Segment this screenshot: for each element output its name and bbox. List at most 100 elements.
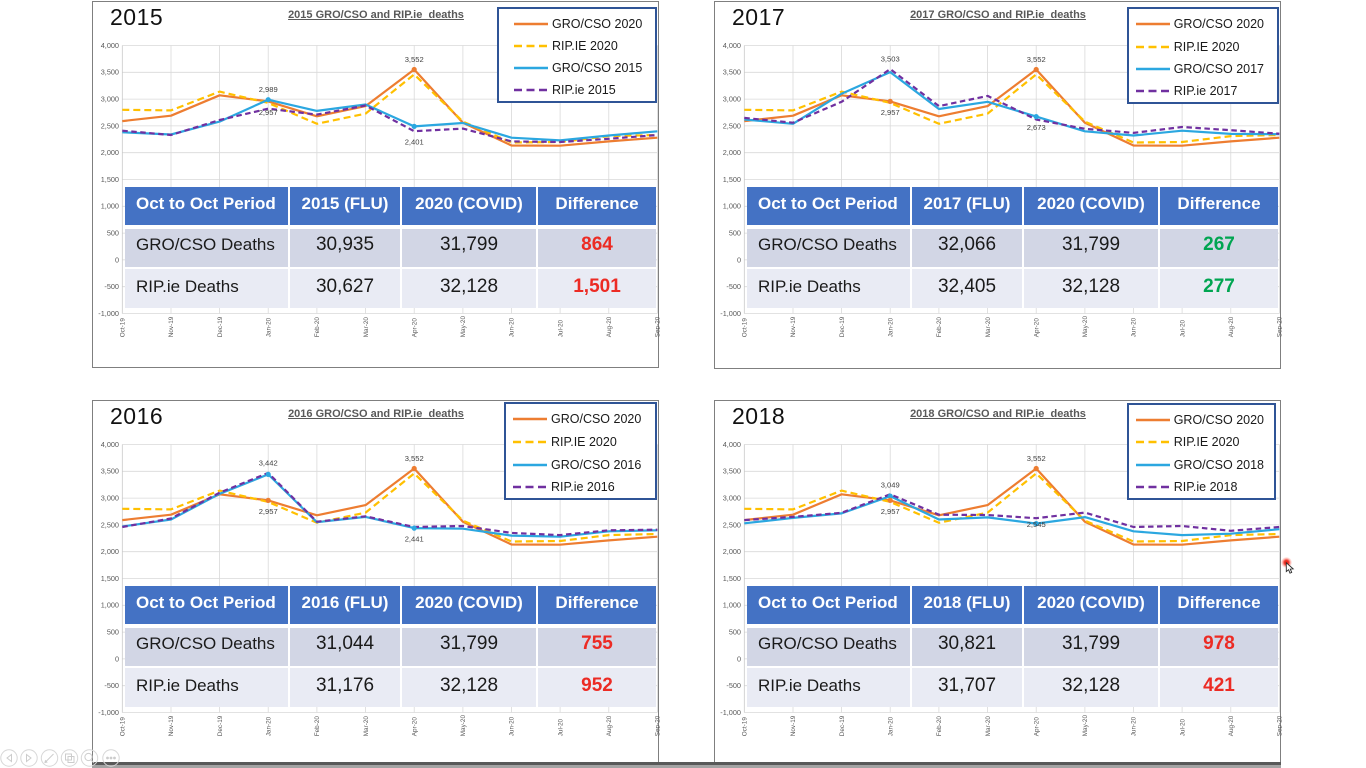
- svg-text:Jan-20: Jan-20: [887, 716, 894, 736]
- svg-text:Feb-20: Feb-20: [936, 317, 943, 338]
- svg-text:2,545: 2,545: [1027, 520, 1046, 529]
- svg-text:Oct-19: Oct-19: [120, 318, 127, 338]
- svg-text:Feb-20: Feb-20: [314, 317, 321, 338]
- svg-text:1,500: 1,500: [101, 574, 119, 583]
- svg-text:Nov-19: Nov-19: [790, 316, 797, 337]
- svg-text:May-20: May-20: [460, 316, 467, 338]
- svg-text:-1,000: -1,000: [98, 309, 119, 318]
- svg-text:2,957: 2,957: [881, 108, 900, 117]
- svg-text:2,000: 2,000: [723, 547, 741, 556]
- svg-text:1,000: 1,000: [101, 202, 119, 211]
- svg-text:Jan-20: Jan-20: [265, 317, 272, 337]
- svg-text:Apr-20: Apr-20: [411, 717, 418, 737]
- svg-text:Nov-19: Nov-19: [168, 316, 175, 337]
- svg-text:500: 500: [729, 628, 741, 637]
- svg-text:1,500: 1,500: [101, 175, 119, 184]
- svg-text:0: 0: [115, 255, 119, 264]
- svg-text:Nov-19: Nov-19: [790, 715, 797, 736]
- svg-text:2,989: 2,989: [259, 85, 278, 94]
- svg-text:Jul-20: Jul-20: [557, 319, 564, 337]
- svg-text:Jan-20: Jan-20: [887, 317, 894, 337]
- svg-text:Mar-20: Mar-20: [985, 317, 992, 338]
- svg-text:Dec-19: Dec-19: [839, 316, 846, 337]
- svg-text:-1,000: -1,000: [720, 309, 741, 318]
- svg-text:2,000: 2,000: [101, 547, 119, 556]
- svg-text:4,000: 4,000: [101, 440, 119, 449]
- svg-text:Apr-20: Apr-20: [1033, 318, 1040, 338]
- svg-text:500: 500: [107, 628, 119, 637]
- svg-text:2,000: 2,000: [101, 148, 119, 157]
- svg-text:2,000: 2,000: [723, 148, 741, 157]
- svg-text:4,000: 4,000: [723, 41, 741, 50]
- svg-text:Jul-20: Jul-20: [1179, 718, 1186, 736]
- svg-text:-500: -500: [726, 282, 741, 291]
- svg-text:3,049: 3,049: [881, 480, 900, 489]
- svg-text:Apr-20: Apr-20: [411, 318, 418, 338]
- svg-text:2,957: 2,957: [259, 507, 278, 516]
- svg-text:Aug-20: Aug-20: [1228, 715, 1235, 736]
- svg-text:Jun-20: Jun-20: [1131, 716, 1138, 736]
- svg-text:Sep-20: Sep-20: [655, 715, 660, 736]
- svg-text:Oct-19: Oct-19: [742, 717, 749, 737]
- svg-text:3,500: 3,500: [723, 467, 741, 476]
- svg-text:3,000: 3,000: [723, 95, 741, 104]
- svg-text:1,500: 1,500: [723, 175, 741, 184]
- svg-text:-1,000: -1,000: [720, 708, 741, 717]
- svg-text:Jan-20: Jan-20: [265, 716, 272, 736]
- svg-text:3,500: 3,500: [101, 68, 119, 77]
- svg-text:2,500: 2,500: [101, 520, 119, 529]
- svg-text:Nov-19: Nov-19: [168, 715, 175, 736]
- svg-text:Jun-20: Jun-20: [1131, 317, 1138, 337]
- svg-text:3,552: 3,552: [1027, 55, 1046, 64]
- svg-text:2,957: 2,957: [259, 108, 278, 117]
- svg-text:Aug-20: Aug-20: [1228, 316, 1235, 337]
- svg-text:Mar-20: Mar-20: [985, 716, 992, 737]
- svg-text:Mar-20: Mar-20: [363, 716, 370, 737]
- svg-text:2,441: 2,441: [405, 535, 424, 544]
- svg-text:3,552: 3,552: [405, 454, 424, 463]
- svg-text:2,500: 2,500: [723, 121, 741, 130]
- svg-text:1,000: 1,000: [723, 202, 741, 211]
- svg-text:Dec-19: Dec-19: [217, 316, 224, 337]
- svg-text:Dec-19: Dec-19: [839, 715, 846, 736]
- svg-text:Apr-20: Apr-20: [1033, 717, 1040, 737]
- svg-text:Sep-20: Sep-20: [655, 316, 660, 337]
- svg-text:3,552: 3,552: [1027, 454, 1046, 463]
- svg-text:-500: -500: [104, 681, 119, 690]
- svg-text:May-20: May-20: [1082, 715, 1089, 737]
- svg-text:2,673: 2,673: [1027, 123, 1046, 132]
- svg-text:3,500: 3,500: [101, 467, 119, 476]
- svg-text:2,401: 2,401: [405, 138, 424, 147]
- svg-text:Feb-20: Feb-20: [314, 716, 321, 737]
- svg-text:Feb-20: Feb-20: [936, 716, 943, 737]
- svg-text:May-20: May-20: [1082, 316, 1089, 338]
- svg-text:3,000: 3,000: [101, 494, 119, 503]
- svg-text:1,500: 1,500: [723, 574, 741, 583]
- svg-text:-1,000: -1,000: [98, 708, 119, 717]
- svg-text:3,552: 3,552: [405, 55, 424, 64]
- svg-text:3,000: 3,000: [723, 494, 741, 503]
- svg-text:3,442: 3,442: [259, 458, 278, 467]
- svg-text:4,000: 4,000: [101, 41, 119, 50]
- svg-text:Mar-20: Mar-20: [363, 317, 370, 338]
- svg-text:-500: -500: [104, 282, 119, 291]
- svg-text:Jun-20: Jun-20: [509, 716, 516, 736]
- svg-text:-500: -500: [726, 681, 741, 690]
- svg-text:500: 500: [729, 229, 741, 238]
- svg-text:2,500: 2,500: [101, 121, 119, 130]
- svg-text:Aug-20: Aug-20: [606, 316, 613, 337]
- svg-text:3,000: 3,000: [101, 95, 119, 104]
- svg-text:4,000: 4,000: [723, 440, 741, 449]
- svg-text:3,503: 3,503: [881, 55, 900, 64]
- svg-text:2,957: 2,957: [881, 507, 900, 516]
- svg-text:2,500: 2,500: [723, 520, 741, 529]
- svg-text:Aug-20: Aug-20: [606, 715, 613, 736]
- svg-text:Oct-19: Oct-19: [120, 717, 127, 737]
- svg-text:500: 500: [107, 229, 119, 238]
- svg-text:1,000: 1,000: [723, 601, 741, 610]
- svg-text:1,000: 1,000: [101, 601, 119, 610]
- svg-text:May-20: May-20: [460, 715, 467, 737]
- svg-text:Jun-20: Jun-20: [509, 317, 516, 337]
- svg-text:0: 0: [737, 654, 741, 663]
- svg-text:0: 0: [737, 255, 741, 264]
